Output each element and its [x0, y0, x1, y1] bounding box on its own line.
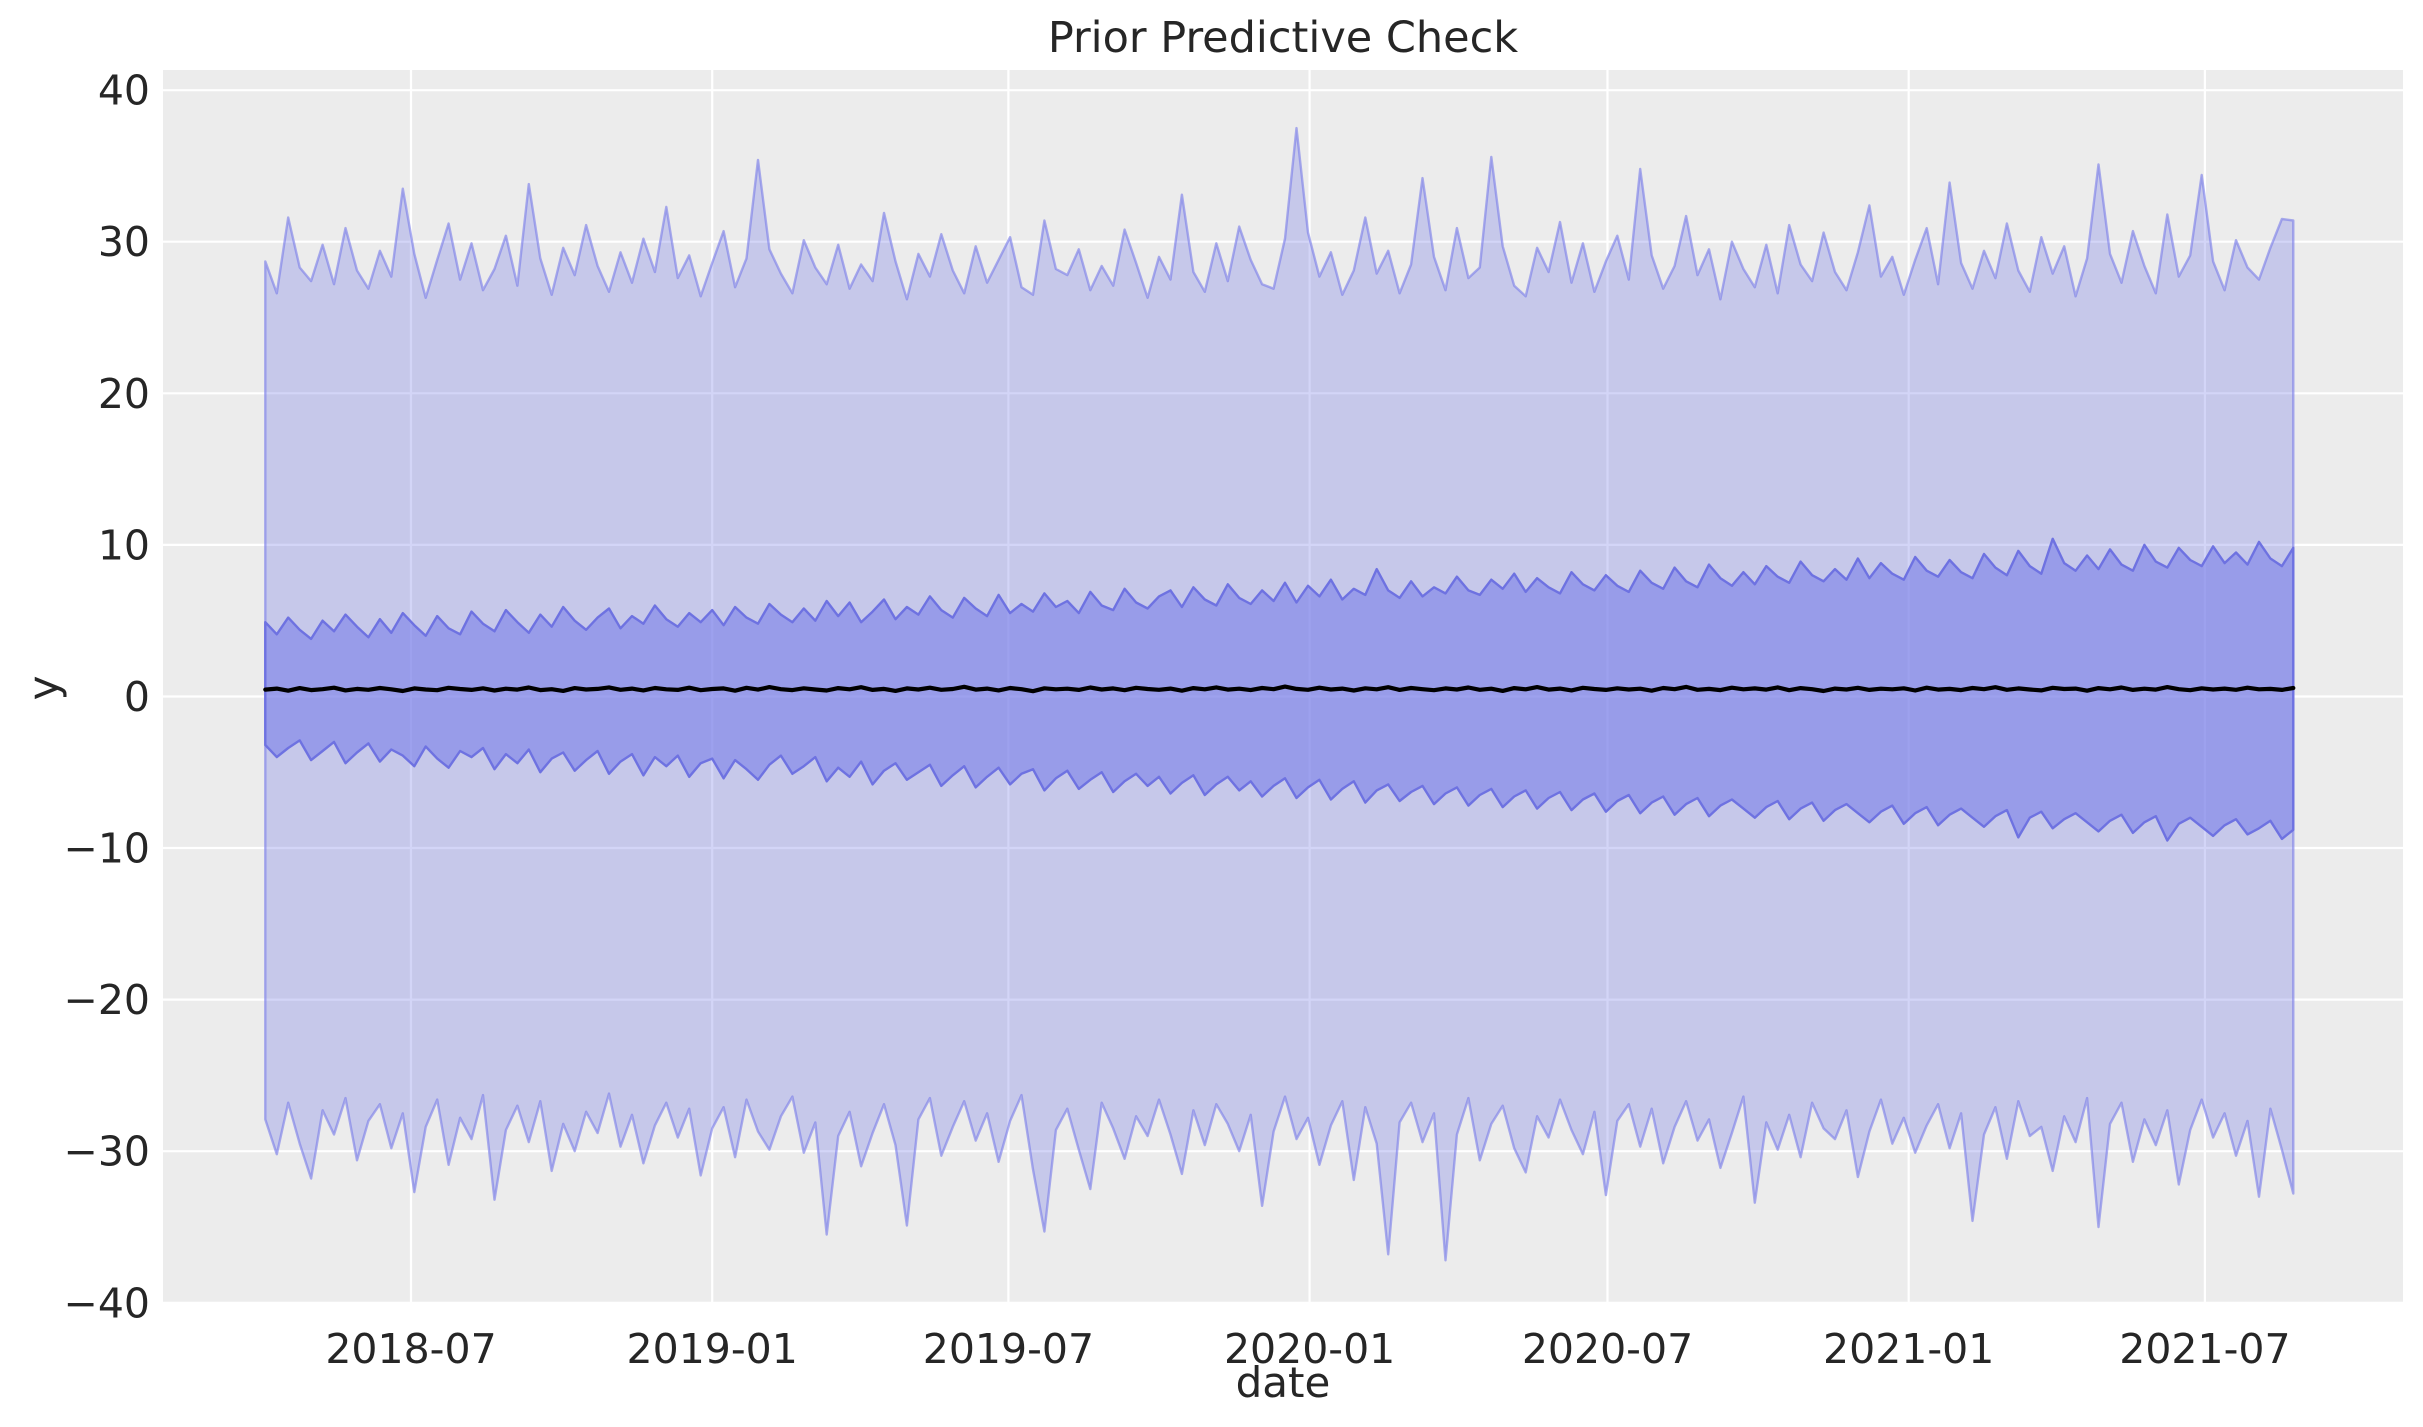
- x-tick-label: 2020-01: [1224, 1325, 1395, 1373]
- x-axis-label: date: [1236, 1358, 1331, 1407]
- y-tick-label: −40: [63, 1279, 150, 1327]
- x-tick-label: 2021-07: [2119, 1325, 2290, 1373]
- y-tick-label: 20: [98, 370, 150, 418]
- chart-title: Prior Predictive Check: [1048, 13, 1518, 63]
- x-tick-label: 2020-07: [1522, 1325, 1693, 1373]
- y-axis-label: y: [19, 676, 68, 701]
- y-tick-label: 30: [98, 218, 150, 266]
- y-tick-label: 40: [98, 67, 150, 115]
- hdi-bands: [264, 126, 2295, 1262]
- y-tick-label: 0: [124, 673, 150, 721]
- median-line-group: [263, 684, 2296, 694]
- x-tick-label: 2021-01: [1823, 1325, 1994, 1373]
- y-tick-label: −10: [63, 825, 150, 873]
- x-tick-labels: 2018-07 2019-01 2019-07 2020-01 2020-07 2021-…: [325, 1325, 2290, 1373]
- y-tick-labels: −40 −30 −20 −10 0 10 20 30 40: [63, 67, 150, 1328]
- x-tick-label: 2018-07: [325, 1325, 496, 1373]
- y-tick-label: −20: [63, 976, 150, 1024]
- x-tick-label: 2019-07: [923, 1325, 1094, 1373]
- y-tick-label: 10: [98, 521, 150, 569]
- y-tick-label: −30: [63, 1128, 150, 1176]
- median-line: [263, 684, 2296, 694]
- x-tick-label: 2019-01: [627, 1325, 798, 1373]
